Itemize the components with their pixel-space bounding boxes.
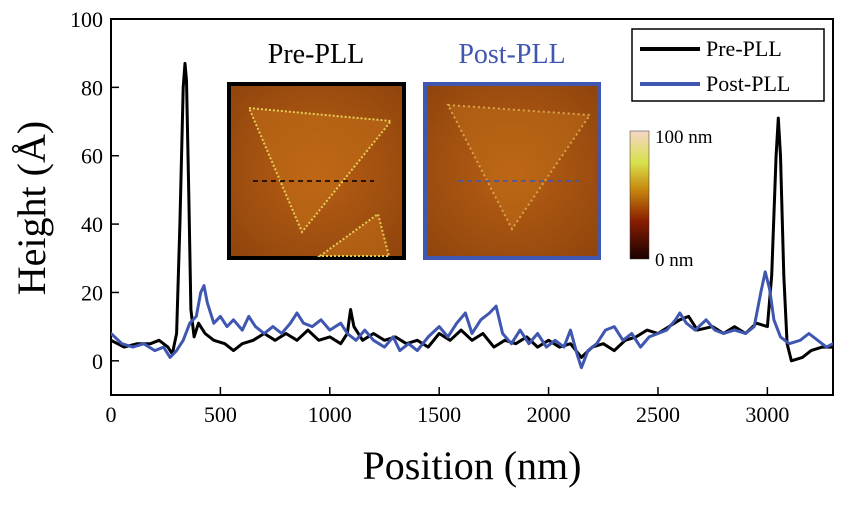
x-tick-label: 2500 (636, 402, 680, 427)
legend-box (631, 28, 825, 102)
y-tick-label: 0 (92, 349, 103, 374)
x-tick-label: 500 (204, 402, 237, 427)
series-line-post-pll (111, 270, 833, 370)
inset-post-pll-title: Post-PLL (458, 39, 565, 70)
x-tick-label: 1000 (308, 402, 352, 427)
x-tick-label: 3000 (745, 402, 789, 427)
legend-label-post-pll: Post-PLL (706, 71, 790, 96)
x-axis-title: Position (nm) (363, 443, 582, 488)
legend-label-pre-pll: Pre-PLL (706, 36, 782, 61)
y-axis: 0 20 40 60 80 100 (70, 7, 119, 374)
colorbar-min-label: 0 nm (655, 250, 694, 271)
flake-triangle-secondary (316, 212, 391, 257)
x-axis: 0 500 1000 1500 2000 2500 3000 (106, 387, 789, 427)
y-tick-label: 100 (70, 7, 103, 32)
series-line-pre-pll (111, 61, 833, 363)
x-tick-label: 1500 (417, 402, 461, 427)
y-tick-label: 20 (81, 280, 103, 305)
colorbar-gradient (629, 130, 650, 260)
y-tick-label: 60 (81, 144, 103, 169)
y-axis-title: Height (Å) (9, 121, 54, 295)
y-tick-label: 80 (81, 75, 103, 100)
inset-post-pll: Post-PLL (423, 39, 601, 260)
plot-frame (110, 18, 834, 396)
flake-triangle-pre (247, 106, 393, 234)
flake-triangle-post (446, 103, 592, 231)
y-tick-label: 40 (81, 212, 103, 237)
colorbar-max-label: 100 nm (655, 127, 713, 148)
inset-pre-pll-title: Pre-PLL (268, 39, 364, 70)
x-tick-label: 0 (106, 402, 117, 427)
legend: Pre-PLL Post-PLL (631, 28, 825, 102)
inset-pre-pll: Pre-PLL (227, 39, 406, 260)
series-layer (111, 61, 833, 370)
x-tick-label: 2000 (527, 402, 571, 427)
colorbar: 100 nm 0 nm (629, 127, 713, 271)
